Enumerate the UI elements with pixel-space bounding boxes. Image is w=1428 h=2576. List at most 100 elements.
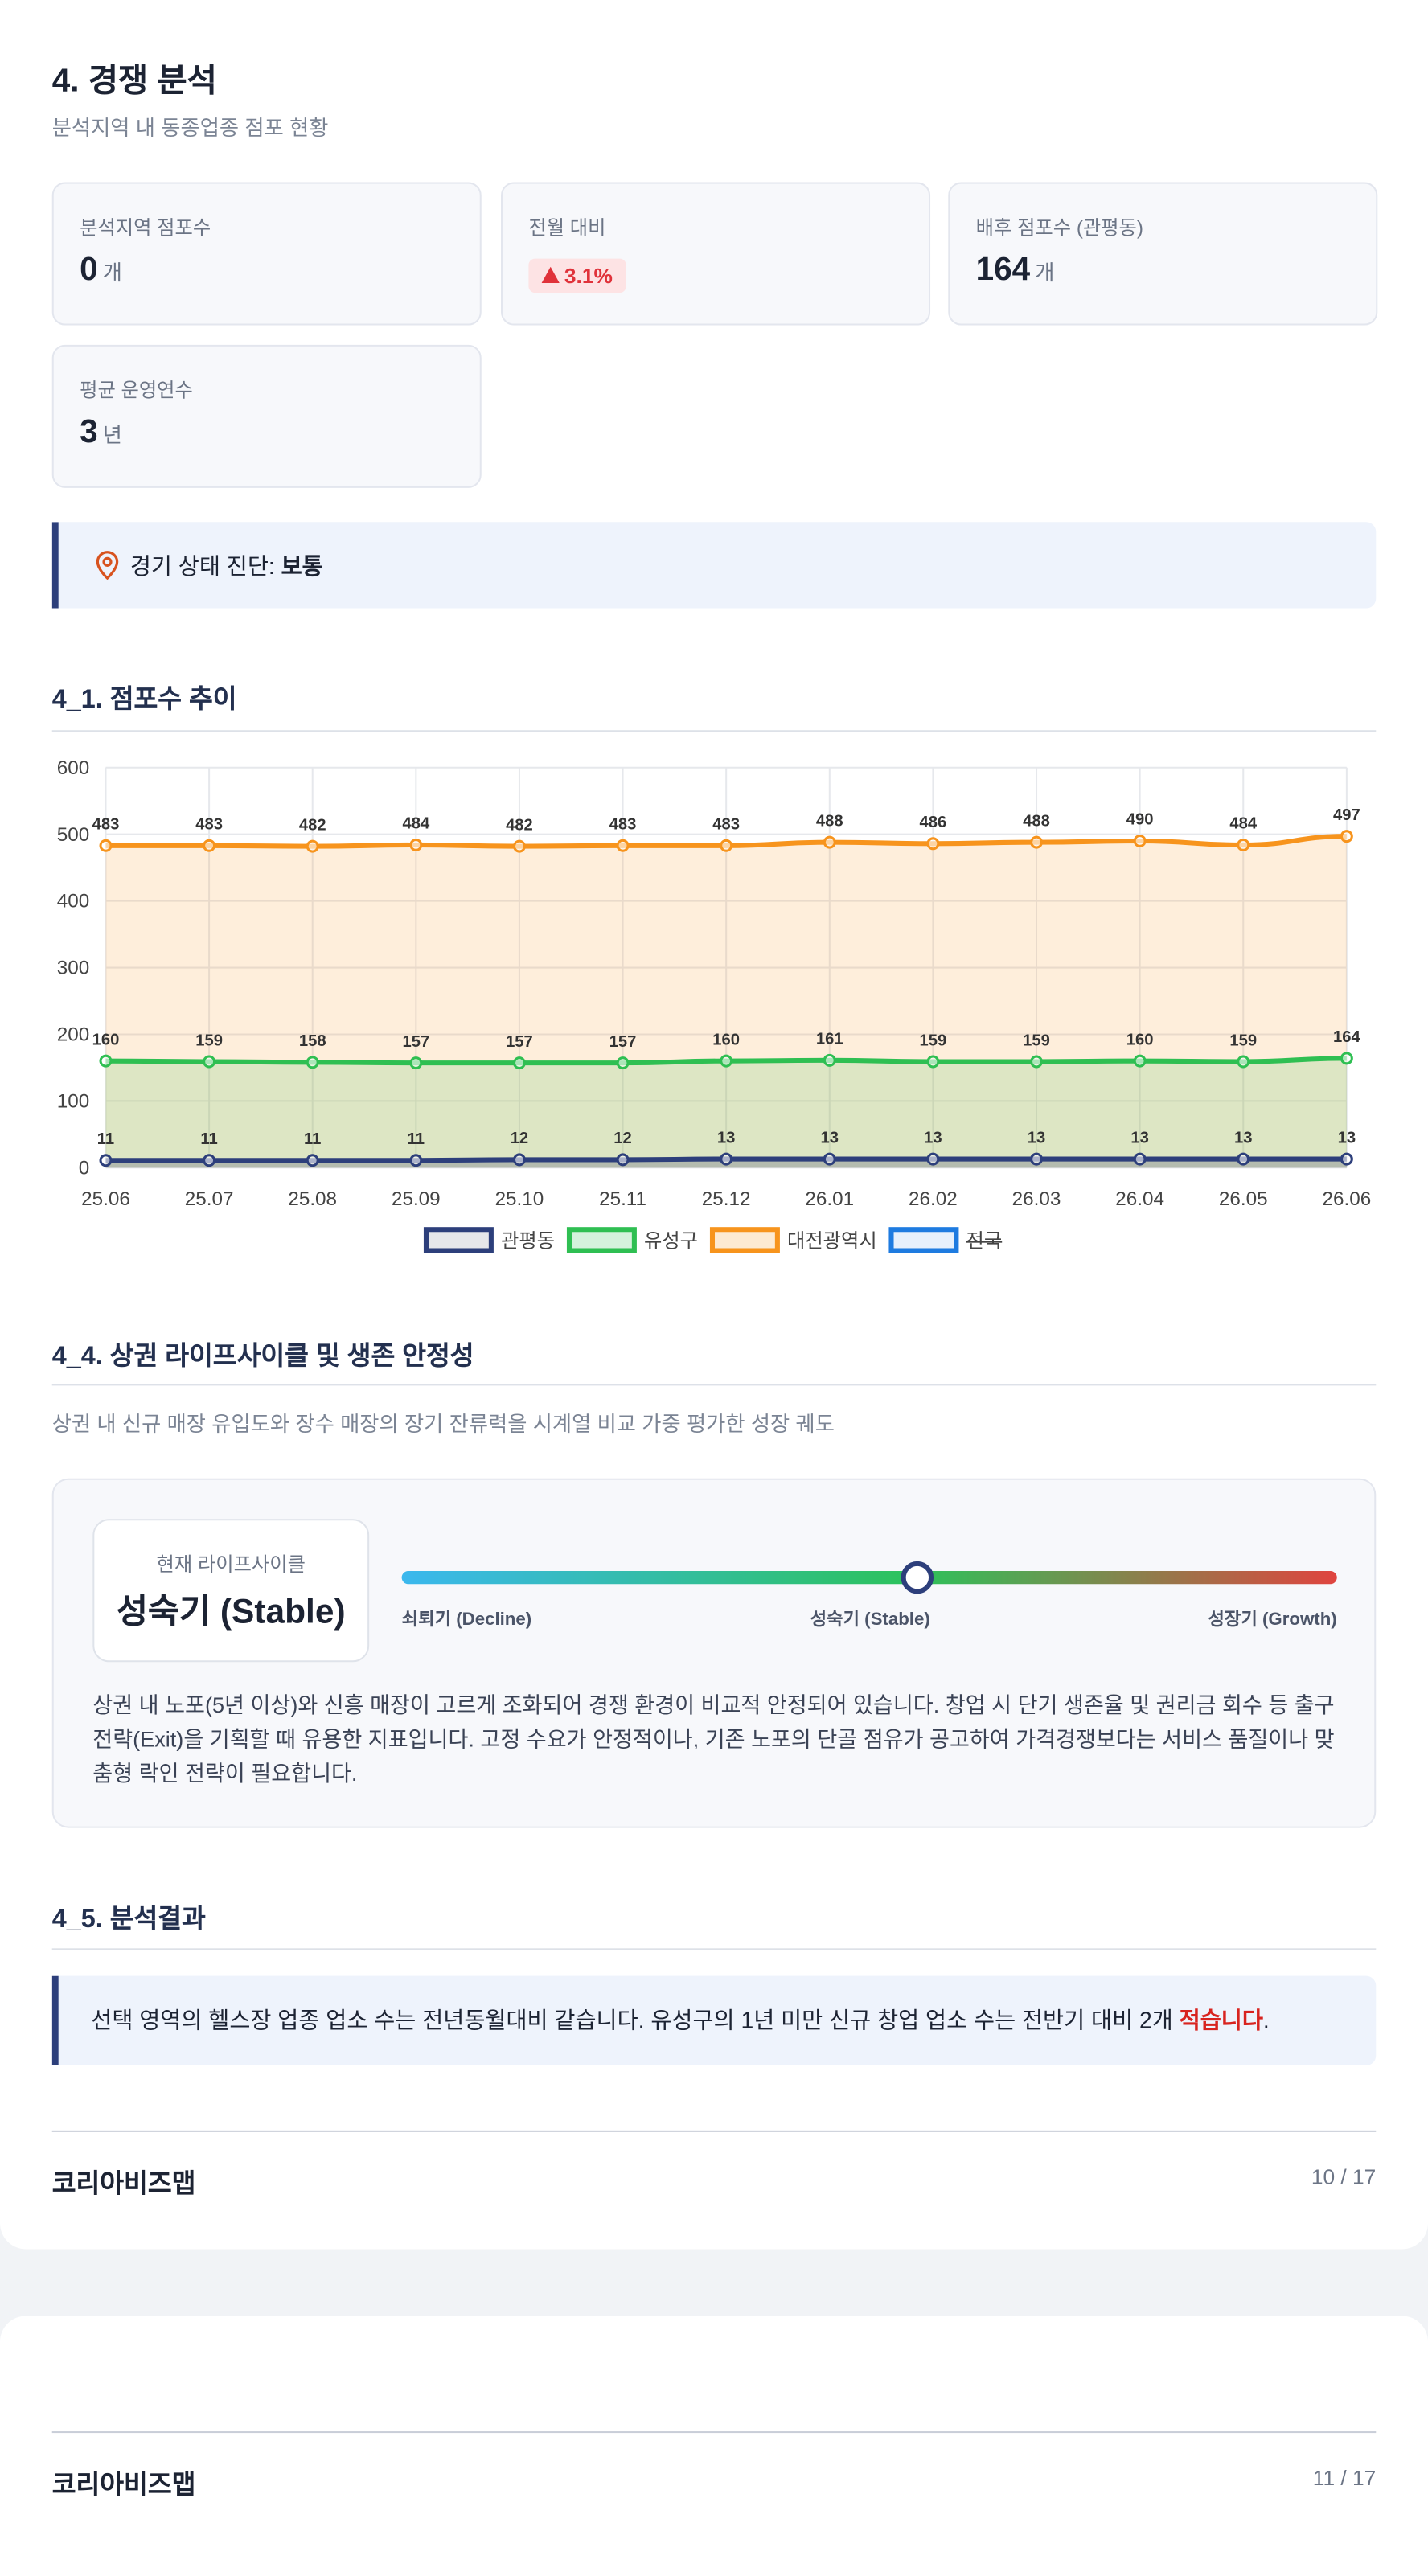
result-text: 선택 영역의 헬스장 업종 업소 수는 전년동월대비 같습니다. 유성구의 1년… xyxy=(91,2007,1180,2033)
point xyxy=(512,1153,526,1167)
section-description: 상권 내 신규 매장 유입도와 장수 매장의 장기 잔류력을 시계열 비교 가중… xyxy=(51,1411,835,1437)
point xyxy=(616,1153,630,1167)
y-tick-label: 400 xyxy=(57,891,90,913)
x-tick-label: 25.07 xyxy=(185,1188,234,1210)
footer-brand: 코리아비즈맵 xyxy=(51,2171,196,2199)
data-label: 159 xyxy=(920,1032,947,1049)
x-tick-label: 25.11 xyxy=(599,1188,646,1210)
point xyxy=(823,1053,836,1067)
data-label: 11 xyxy=(408,1130,425,1148)
data-label: 488 xyxy=(1023,812,1050,830)
kpi-unit: 개 xyxy=(102,260,122,285)
section-title: 4_1. 점포수 추이 xyxy=(51,686,237,715)
result-text: . xyxy=(1262,2007,1270,2033)
kpi-card: 평균 운영연수 3 년 xyxy=(51,344,482,488)
point xyxy=(1237,1152,1250,1166)
x-tick-label: 25.12 xyxy=(702,1188,751,1210)
x-tick-label: 26.06 xyxy=(1322,1188,1371,1210)
data-label: 483 xyxy=(609,816,637,834)
diagnosis-label: 경기 상태 진단: xyxy=(129,552,281,580)
data-label: 157 xyxy=(506,1033,533,1051)
point xyxy=(720,839,733,852)
legend-swatch xyxy=(709,1227,780,1253)
legend-label: 관평동 xyxy=(501,1230,555,1252)
kpi-number: 164 xyxy=(975,252,1031,289)
section-title: 4_5. 분석결과 xyxy=(51,1905,206,1934)
up-arrow xyxy=(541,266,560,283)
data-label: 484 xyxy=(402,815,429,833)
lifecycle-label: 현재 라이프사이클 xyxy=(156,1553,306,1577)
kpi-unit: 년 xyxy=(102,422,122,448)
point xyxy=(1340,1152,1353,1166)
point xyxy=(1340,830,1353,843)
kpi-card: 배후 점포수 (관평동) 164 개 xyxy=(948,182,1378,326)
legend-label: 전국 xyxy=(966,1230,1003,1252)
area xyxy=(105,836,1347,1168)
data-label: 164 xyxy=(1333,1028,1360,1046)
data-label: 486 xyxy=(920,814,947,831)
result-highlight: 적습니다 xyxy=(1179,2007,1263,2033)
point xyxy=(1133,1054,1147,1068)
point xyxy=(720,1152,733,1166)
data-label: 13 xyxy=(924,1129,942,1146)
data-label: 160 xyxy=(1126,1031,1154,1048)
lifecycle-badge: 현재 라이프사이클 성숙기 (Stable) xyxy=(92,1519,370,1663)
legend-label: 유성구 xyxy=(644,1230,698,1252)
point xyxy=(512,1056,526,1070)
point xyxy=(926,1055,940,1069)
footer-brand: 코리아비즈맵 xyxy=(51,2471,196,2500)
divider xyxy=(51,1948,1377,1950)
data-label: 159 xyxy=(195,1032,223,1049)
kpi-number: 3 xyxy=(80,414,98,451)
data-label: 483 xyxy=(712,816,740,834)
lifecycle-marker xyxy=(901,1561,934,1594)
stage-label: 성장기 (Growth) xyxy=(1208,1610,1337,1630)
data-label: 13 xyxy=(1028,1129,1046,1146)
kpi-card: 전월 대비 3.1% xyxy=(501,182,931,326)
area xyxy=(105,1058,1347,1168)
point xyxy=(99,1154,113,1167)
point xyxy=(306,1154,319,1167)
y-tick-label: 300 xyxy=(57,958,90,979)
divider xyxy=(51,1384,1377,1386)
data-label: 11 xyxy=(200,1130,217,1148)
x-tick-label: 26.03 xyxy=(1012,1188,1061,1210)
point xyxy=(99,839,113,852)
data-label: 13 xyxy=(1130,1129,1149,1146)
kpi-number: 0 xyxy=(80,252,98,289)
point xyxy=(1133,1152,1147,1166)
point xyxy=(409,1154,423,1167)
point xyxy=(616,1056,630,1070)
point xyxy=(1030,1152,1044,1166)
point xyxy=(203,1154,216,1167)
data-label: 159 xyxy=(1023,1032,1050,1049)
point xyxy=(203,1055,216,1069)
data-label: 13 xyxy=(821,1129,839,1146)
point xyxy=(1237,838,1250,851)
legend-swatch xyxy=(566,1227,637,1253)
legend-swatch xyxy=(888,1227,959,1253)
point xyxy=(1030,1055,1044,1069)
point xyxy=(926,837,940,851)
change-value: 3.1% xyxy=(564,263,613,289)
legend-swatch xyxy=(423,1227,494,1253)
point xyxy=(409,1056,423,1070)
y-tick-label: 500 xyxy=(57,824,90,846)
point xyxy=(1237,1055,1250,1069)
kpi-label: 전월 대비 xyxy=(528,216,606,240)
stage-label: 쇠퇴기 (Decline) xyxy=(401,1610,532,1630)
point xyxy=(823,1152,836,1166)
data-label: 13 xyxy=(1234,1129,1253,1146)
data-label: 12 xyxy=(613,1130,632,1147)
diagnosis-text: 경기 상태 진단: 보통 xyxy=(130,550,323,582)
data-label: 497 xyxy=(1333,806,1360,824)
kpi-label: 평균 운영연수 xyxy=(80,379,193,402)
data-label: 161 xyxy=(816,1031,843,1048)
subtitle: 분석지역 내 동종업종 점포 현황 xyxy=(51,115,329,140)
divider xyxy=(51,730,1377,732)
data-label: 13 xyxy=(1338,1129,1356,1146)
y-tick-label: 200 xyxy=(57,1024,90,1046)
